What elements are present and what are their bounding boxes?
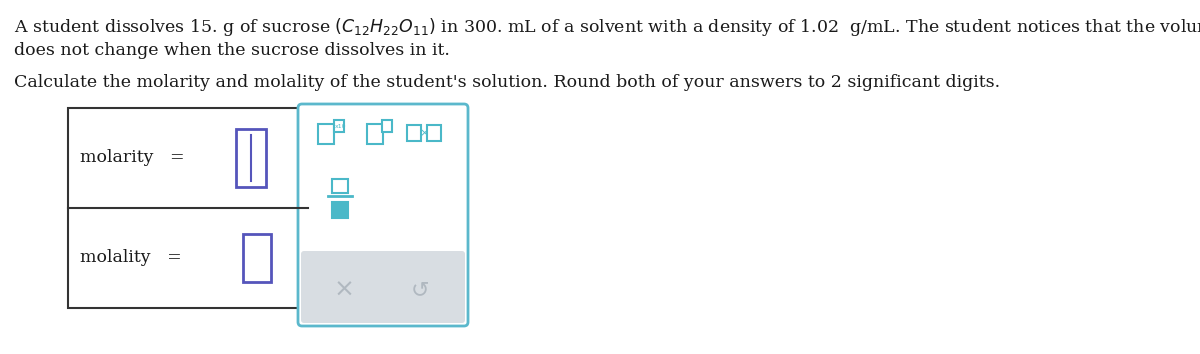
Bar bbox=[367, 124, 383, 144]
Text: ×: × bbox=[334, 278, 354, 302]
Bar bbox=[242, 234, 271, 282]
Text: ×: × bbox=[419, 128, 428, 138]
Bar bbox=[334, 120, 344, 132]
FancyBboxPatch shape bbox=[301, 251, 466, 323]
Text: does not change when the sucrose dissolves in it.: does not change when the sucrose dissolv… bbox=[14, 42, 450, 59]
Bar bbox=[68, 108, 308, 308]
Bar bbox=[382, 120, 392, 132]
Bar bbox=[427, 125, 442, 141]
Bar bbox=[318, 124, 334, 144]
Text: x10: x10 bbox=[335, 125, 347, 130]
Text: Calculate the molarity and molality of the student's solution. Round both of you: Calculate the molarity and molality of t… bbox=[14, 74, 1000, 91]
Bar bbox=[407, 125, 421, 141]
FancyBboxPatch shape bbox=[298, 104, 468, 326]
Text: A student dissolves 15. g of sucrose $(C_{12}H_{22}O_{11})$ in 300. mL of a solv: A student dissolves 15. g of sucrose $(C… bbox=[14, 16, 1200, 38]
Bar bbox=[332, 179, 348, 193]
Text: ↺: ↺ bbox=[410, 280, 430, 300]
Text: molarity   =: molarity = bbox=[80, 149, 185, 166]
Bar bbox=[332, 202, 348, 218]
Bar bbox=[236, 129, 266, 187]
Text: molality   =: molality = bbox=[80, 250, 181, 267]
